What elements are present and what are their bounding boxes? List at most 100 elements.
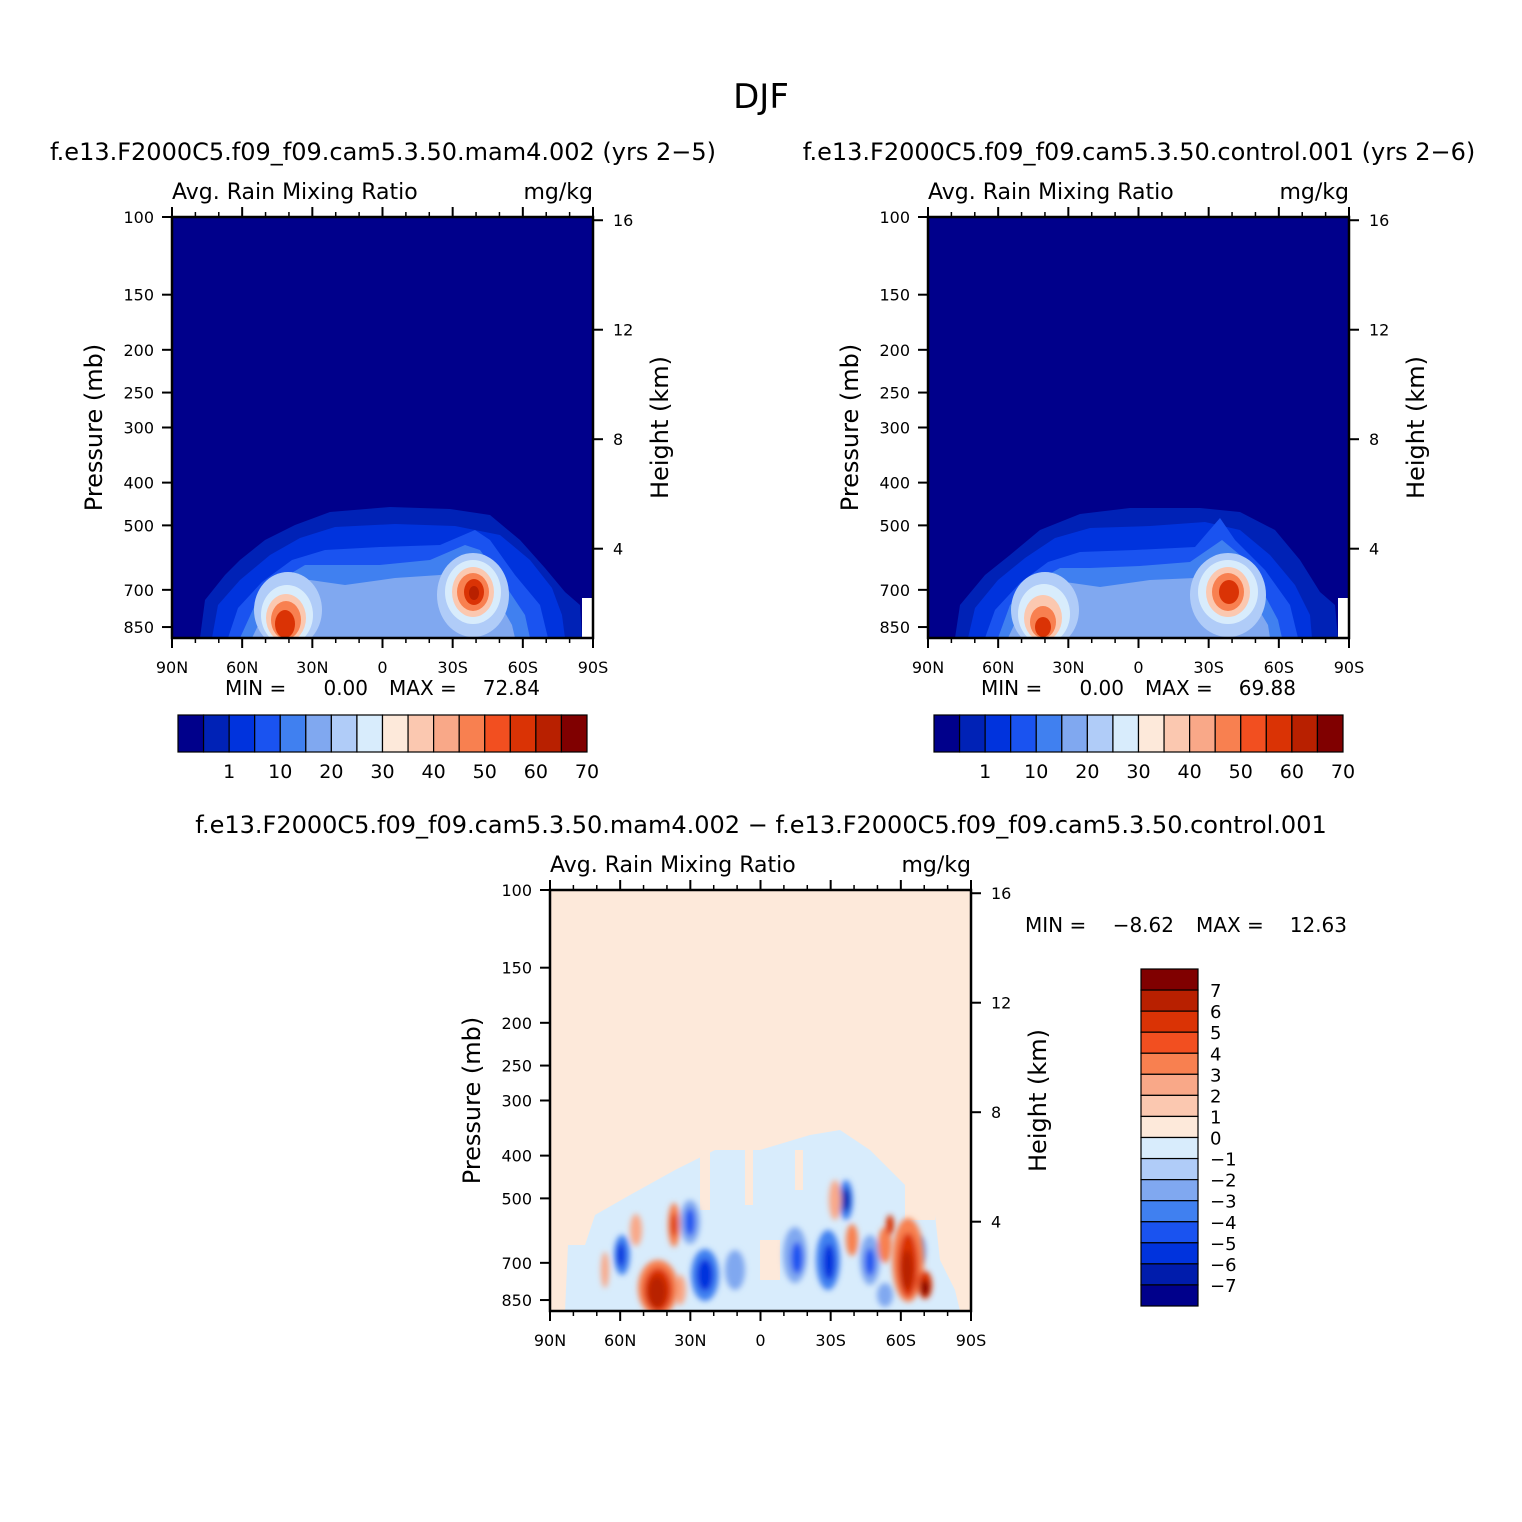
x-tick-label: 60S [886, 1331, 917, 1350]
colorbar-box [1189, 714, 1216, 753]
colorbar-label: −6 [1210, 1255, 1237, 1276]
x-tick-label: 30S [437, 658, 468, 677]
panel-3-max-label: MAX = [1196, 913, 1264, 937]
y-tick-label: 200 [501, 1014, 532, 1033]
colorbar-label: 6 [1210, 1002, 1221, 1023]
x-tick-label: 30S [1193, 658, 1224, 677]
panel-3-variable: Avg. Rain Mixing Ratio [550, 853, 796, 878]
panel-3-contour [791, 1242, 803, 1274]
panel-1-contour [469, 586, 479, 600]
y-right-tick-label: 8 [1369, 430, 1379, 449]
colorbar-label: 10 [268, 761, 292, 783]
panel-3-contour [846, 1224, 858, 1256]
panel-1-units: mg/kg [523, 180, 593, 205]
y-right-axis-label: Height (km) [1024, 1029, 1052, 1172]
y-tick-label: 150 [879, 286, 910, 305]
y-tick-label: 300 [123, 419, 154, 438]
colorbar-box [1140, 1263, 1199, 1286]
colorbar-box [1140, 1115, 1199, 1139]
colorbar-box [458, 714, 486, 753]
colorbar-box [381, 714, 409, 753]
y-tick-label: 250 [879, 384, 910, 403]
panel-1-variable: Avg. Rain Mixing Ratio [172, 180, 418, 205]
y-right-tick-label: 8 [991, 1103, 1001, 1122]
y-tick-label: 300 [501, 1092, 532, 1111]
panel-3-contour [829, 1180, 841, 1220]
x-tick-label: 60S [1264, 658, 1295, 677]
x-tick-label: 0 [377, 658, 387, 677]
figure-title: DJF [733, 77, 789, 117]
panel-2-max-value: 69.88 [1239, 676, 1296, 700]
x-tick-label: 30N [1052, 658, 1084, 677]
colorbar-label: 70 [575, 761, 599, 783]
panel-3-contour [878, 1227, 892, 1263]
x-tick-label: 90N [156, 658, 188, 677]
colorbar-box [1140, 968, 1199, 991]
colorbar-label: 60 [524, 761, 548, 783]
colorbar-label: 7 [1210, 981, 1221, 1002]
y-right-tick-label: 12 [613, 321, 633, 340]
colorbar-label: 4 [1210, 1044, 1221, 1065]
panel-3-contour [905, 1180, 935, 1220]
y-right-tick-label: 12 [1369, 321, 1389, 340]
panel-3-contour [630, 1214, 642, 1246]
x-tick-label: 90N [534, 1331, 566, 1350]
panel-1-title: f.e13.F2000C5.f09_f09.cam5.3.50.mam4.002… [50, 138, 716, 166]
panel-2-missing-data [1338, 598, 1349, 638]
x-tick-label: 90S [578, 658, 609, 677]
x-tick-label: 30N [296, 658, 328, 677]
panel-2-max-label: MAX = [1145, 676, 1213, 700]
y-right-tick-label: 16 [613, 211, 633, 230]
y-tick-label: 400 [501, 1147, 532, 1166]
panel-3-axes: 90N 60N 30N 0 30S 60S 90S 100 150 200 250 300 400 500… [458, 880, 1052, 1350]
colorbar-box [1140, 1284, 1199, 1307]
y-tick-label: 400 [879, 474, 910, 493]
colorbar-box [356, 714, 384, 753]
panel-3-contour [617, 1243, 625, 1267]
y-right-axis-label: Height (km) [646, 356, 674, 499]
panel-3-contour [901, 1250, 913, 1290]
panel-3-plot-area [550, 890, 971, 1311]
colorbar-label: 0 [1210, 1129, 1221, 1150]
panel-3-contour [648, 1276, 666, 1308]
colorbar-box [279, 714, 307, 753]
panel-2-plot-area [928, 217, 1349, 638]
y-right-tick-label: 12 [991, 994, 1011, 1013]
colorbar-box [1140, 1010, 1199, 1033]
colorbar-box [1140, 1052, 1199, 1075]
panel-3-contour [601, 1252, 609, 1288]
y-tick-label: 150 [501, 959, 532, 978]
colorbar-box [1035, 714, 1063, 753]
colorbar-label: 10 [1024, 761, 1048, 783]
colorbar-label: 1 [1210, 1107, 1221, 1128]
panel-3-contour [921, 1280, 929, 1296]
x-tick-label: 0 [755, 1331, 765, 1350]
panel-1-contour [275, 610, 295, 638]
colorbar-label: 30 [370, 761, 394, 783]
x-tick-label: 0 [1133, 658, 1143, 677]
colorbar-label: 70 [1331, 761, 1355, 783]
panel-3-contour [745, 1150, 753, 1205]
colorbar-box [1240, 714, 1267, 753]
x-tick-label: 30N [674, 1331, 706, 1350]
colorbar-label: 20 [1075, 761, 1099, 783]
panel-2-title: f.e13.F2000C5.f09_f09.cam5.3.50.control.… [803, 138, 1476, 166]
colorbar-box [1010, 714, 1037, 753]
x-tick-label: 90N [912, 658, 944, 677]
colorbar-box [330, 714, 358, 753]
panel-3-units: mg/kg [901, 853, 971, 878]
x-tick-label: 60N [226, 658, 258, 677]
panel-1-missing-data [582, 598, 593, 638]
colorbar-box [1316, 714, 1344, 753]
colorbar-box [228, 714, 256, 753]
y-tick-label: 100 [879, 208, 910, 227]
panel-2-axes: 90N 60N 30N 0 30S 60S 90S 100 150 200 250 300 400 500… [836, 207, 1430, 677]
colorbar-label: −4 [1210, 1213, 1237, 1234]
panel-3-contour [886, 1215, 894, 1235]
panel-1: f.e13.F2000C5.f09_f09.cam5.3.50.mam4.002… [50, 138, 716, 783]
colorbar-box [305, 714, 332, 753]
panel-3-contour [697, 1259, 713, 1291]
panel-1-colorbar: 1 10 20 30 40 50 60 70 [177, 714, 599, 783]
